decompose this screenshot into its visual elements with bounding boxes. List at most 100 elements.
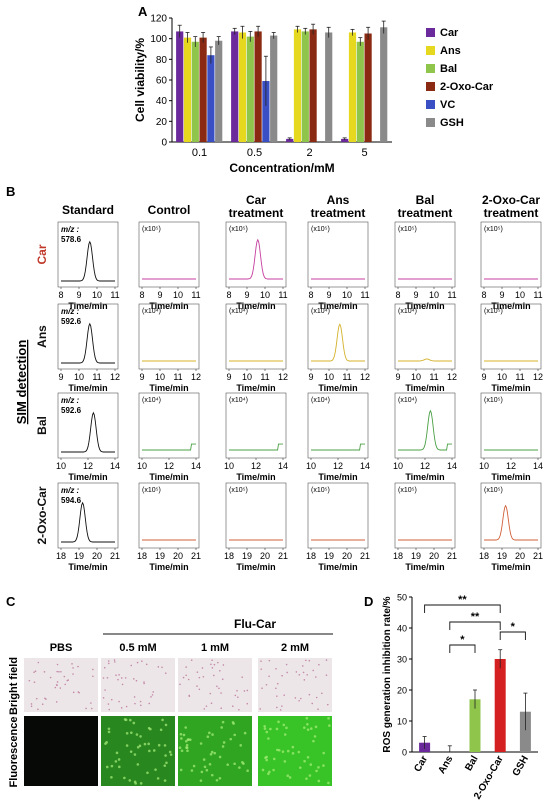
d-y-tick-label: 20: [397, 686, 407, 696]
b-scale-label: (x10⁴): [229, 308, 248, 315]
c-fluorescent-cell: [136, 763, 140, 766]
b-plot-frame: [480, 482, 542, 549]
c-fluorescent-cell: [221, 745, 225, 748]
c-brightfield-cell: [265, 683, 268, 686]
c-fluorescent-cell: [285, 726, 288, 730]
a-bar: [364, 33, 372, 142]
b-scale-label: (x10⁵): [398, 487, 417, 494]
c-fluorescent-cell: [132, 721, 136, 725]
c-fluorescent-cell: [190, 769, 194, 772]
c-brightfield-cell: [37, 708, 39, 711]
b-x-axis-title: Time/min: [491, 562, 530, 572]
b-x-tick-label: 21: [110, 551, 120, 561]
b-x-tick-label: 12: [420, 461, 430, 471]
d-significance-bracket: [424, 604, 501, 613]
c-brightfield-cell: [308, 659, 311, 662]
b-chromatogram-line: [61, 322, 115, 364]
c-fluorescent-cell: [317, 766, 320, 769]
b-row-title: SIM detection: [14, 340, 29, 425]
b-x-tick-label: 10: [429, 290, 439, 300]
c-fluorescent-cell: [308, 774, 312, 777]
b-x-tick-label: 8: [395, 290, 400, 300]
c-brightfield-cell: [77, 665, 79, 668]
c-fluorescent-cell: [218, 755, 222, 759]
b-x-tick-label: 10: [155, 372, 165, 382]
b-plot-frame: [225, 303, 287, 370]
b-scale-label: (x10⁵): [398, 226, 417, 233]
b-x-tick-label: 10: [260, 290, 270, 300]
b-x-axis-title: Time/min: [318, 472, 357, 482]
b-x-tick-label: 11: [191, 290, 200, 300]
c-fluorescent-cell: [243, 731, 247, 735]
a-legend-label: VC: [440, 99, 455, 111]
d-y-axis-title: ROS generation inhibition rate/%: [382, 596, 393, 752]
b-plot-frame: [480, 221, 542, 288]
b-x-tick-label: 11: [342, 372, 351, 382]
c-brightfield-cell: [90, 702, 92, 704]
c-brightfield-cell: [295, 671, 298, 673]
b-x-tick-label: 19: [497, 551, 507, 561]
panel-label-a: A: [138, 4, 148, 19]
c-brightfield-image: [101, 658, 175, 712]
c-brightfield-cell: [72, 667, 74, 669]
c-brightfield-cell: [107, 703, 110, 705]
b-x-tick-label: 10: [411, 372, 421, 382]
b-plot-frame: [138, 221, 200, 288]
c-brightfield-cell: [201, 667, 204, 669]
panel-label-b: B: [6, 184, 15, 199]
c-fluorescent-cell: [138, 744, 142, 748]
b-x-axis-title: Time/min: [405, 301, 444, 311]
c-brightfield-cell: [58, 671, 60, 673]
c-fluorescent-cell: [123, 776, 126, 780]
panel-label-c: C: [6, 594, 16, 609]
c-fluorescent-cell: [302, 726, 306, 729]
b-x-axis-title: Time/min: [318, 383, 357, 393]
c-brightfield-cell: [102, 697, 105, 699]
b-chromatogram-line: [311, 323, 365, 362]
c-brightfield-cell: [33, 681, 36, 684]
b-plot-frame: [138, 303, 200, 370]
c-fluorescent-cell: [185, 743, 189, 747]
c-brightfield-cell: [325, 674, 328, 676]
c-brightfield-cell: [238, 708, 240, 711]
c-brightfield-cell: [108, 662, 110, 665]
c-brightfield-image: [24, 658, 98, 712]
b-x-axis-title: Time/min: [68, 383, 107, 393]
c-brightfield-cell: [190, 659, 193, 661]
c-brightfield-cell: [216, 685, 218, 688]
b-x-tick-label: 10: [56, 461, 66, 471]
b-x-axis-title: Time/min: [405, 472, 444, 482]
c-brightfield-cell: [260, 660, 262, 662]
d-x-tick-label: GSH: [511, 754, 531, 778]
c-fluorescent-cell: [309, 763, 313, 766]
c-brightfield-cell: [220, 707, 222, 710]
c-fluorescent-cell: [128, 779, 132, 782]
b-x-tick-label: 10: [479, 461, 489, 471]
c-fluorescent-cell: [286, 749, 290, 753]
c-fluorescent-cell: [200, 770, 204, 774]
c-brightfield-cell: [311, 702, 314, 705]
a-bar: [270, 35, 278, 142]
b-x-axis-title: Time/min: [68, 301, 107, 311]
c-fluorescent-cell: [275, 727, 279, 731]
c-brightfield-cell: [260, 668, 263, 670]
c-fluorescent-cell: [143, 742, 147, 746]
c-fluorescent-cell: [199, 742, 203, 745]
c-fluorescent-cell: [213, 751, 217, 755]
b-plot-frame: [57, 482, 119, 549]
c-fluorescent-cell: [182, 733, 186, 737]
c-brightfield-cell: [205, 705, 208, 707]
c-fluorescent-cell: [110, 764, 114, 768]
b-x-tick-label: 19: [411, 551, 421, 561]
c-brightfield-cell: [220, 692, 222, 694]
c-fluorescent-cell: [277, 720, 280, 724]
b-x-tick-label: 10: [137, 461, 147, 471]
c-brightfield-cell: [209, 692, 212, 695]
b-x-axis-title: Time/min: [318, 301, 357, 311]
c-brightfield-cell: [145, 663, 148, 666]
c-fluorescent-cell: [306, 728, 310, 731]
c-fluorescent-cell: [268, 770, 271, 774]
b-x-tick-label: 18: [479, 551, 489, 561]
b-x-tick-label: 10: [224, 461, 234, 471]
